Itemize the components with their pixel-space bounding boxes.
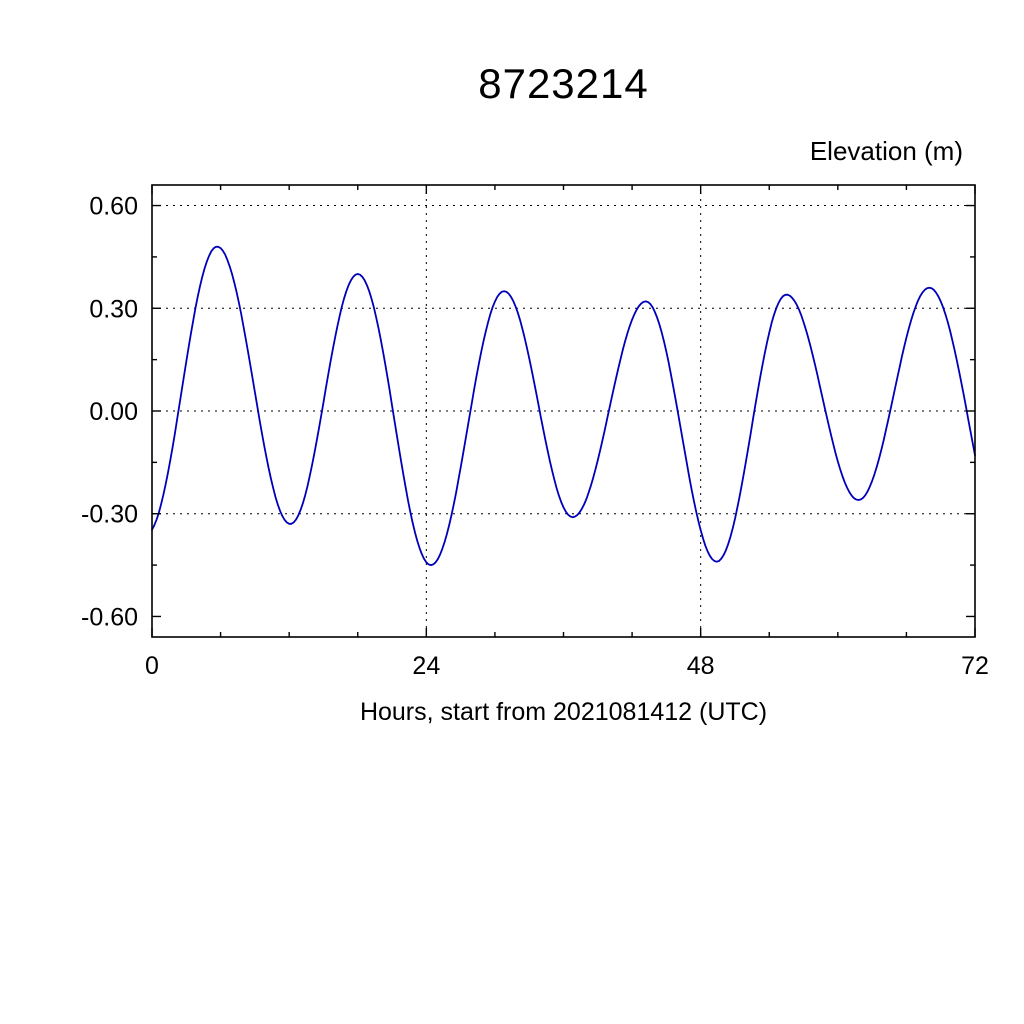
y-axis-title: Elevation (m) bbox=[809, 136, 963, 166]
y-tick-label: 0.60 bbox=[89, 193, 138, 221]
y-tick-label: 0.00 bbox=[89, 398, 138, 426]
tide-curve bbox=[151, 245, 976, 566]
chart-title: 8723214 bbox=[478, 60, 649, 107]
y-tick-label: -0.60 bbox=[81, 603, 138, 631]
x-tick-label: 72 bbox=[961, 652, 989, 680]
x-axis-title: Hours, start from 2021081412 (UTC) bbox=[359, 698, 768, 726]
x-tick-label: 0 bbox=[145, 652, 159, 680]
y-tick-label: 0.30 bbox=[89, 295, 138, 323]
x-tick-label: 24 bbox=[412, 652, 440, 680]
plot-frame bbox=[151, 184, 976, 638]
x-tick-label: 48 bbox=[687, 652, 715, 680]
y-tick-label: -0.30 bbox=[81, 501, 138, 529]
